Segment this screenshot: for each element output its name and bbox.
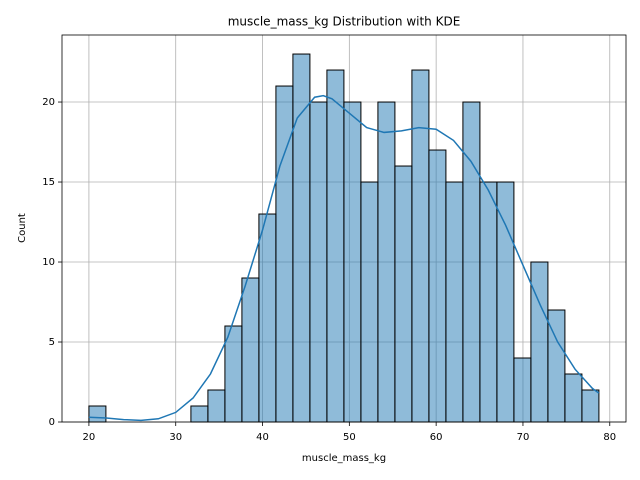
bar <box>258 213 277 423</box>
bar <box>394 165 413 423</box>
y-tick-label: 20 <box>42 97 55 108</box>
y-tick-label: 10 <box>42 257 55 268</box>
bar <box>377 101 396 423</box>
x-tick-label: 70 <box>517 432 530 443</box>
bar <box>428 149 447 423</box>
bar <box>224 325 243 423</box>
kde-line <box>88 94 600 422</box>
bar <box>343 101 362 423</box>
bar <box>360 181 379 423</box>
y-axis-label: Count <box>17 213 28 243</box>
bar <box>530 261 549 423</box>
bar <box>309 101 328 423</box>
bar <box>88 405 107 423</box>
chart-title: muscle_mass_kg Distribution with KDE <box>228 15 461 29</box>
bar <box>513 357 532 423</box>
bar <box>190 405 209 423</box>
bar <box>479 181 498 423</box>
x-axis-label: muscle_mass_kg <box>302 453 386 464</box>
y-tick-label: 5 <box>49 337 55 348</box>
x-tick-label: 30 <box>169 432 182 443</box>
x-tick-label: 40 <box>256 432 269 443</box>
y-tick-label: 0 <box>49 417 55 428</box>
x-tick-label: 50 <box>343 432 356 443</box>
x-tick-label: 80 <box>603 432 616 443</box>
bar <box>496 181 515 423</box>
bar <box>207 389 226 423</box>
y-tick-label: 15 <box>42 177 55 188</box>
bar <box>241 277 260 423</box>
bar <box>462 101 481 423</box>
x-tick-label: 20 <box>83 432 96 443</box>
bar <box>292 53 311 423</box>
x-tick-label: 60 <box>430 432 443 443</box>
bar <box>564 373 583 423</box>
bar <box>411 69 430 423</box>
plot-frame <box>61 34 627 423</box>
bar <box>445 181 464 423</box>
bar <box>326 69 345 423</box>
bar <box>581 389 600 423</box>
